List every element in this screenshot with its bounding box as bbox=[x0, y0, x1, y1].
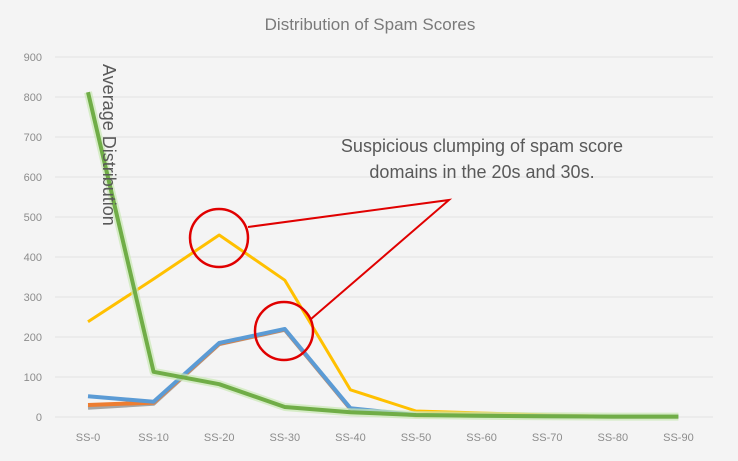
y-axis-ticks: 0 100 200 300 400 500 600 700 800 900 bbox=[24, 52, 42, 424]
callout-arrow-lines bbox=[247, 198, 453, 320]
x-tick-label: SS-70 bbox=[532, 432, 563, 444]
average-distribution-label: Average Distribution bbox=[99, 64, 119, 226]
highlight-circle-ss20 bbox=[188, 207, 250, 269]
highlight-callouts bbox=[188, 198, 453, 362]
x-tick-label: SS-30 bbox=[270, 432, 301, 444]
chart-title: Distribution of Spam Scores bbox=[265, 15, 476, 34]
highlight-circle-ss30 bbox=[253, 300, 315, 362]
series-line bbox=[87, 233, 679, 419]
x-tick-label: SS-20 bbox=[204, 432, 235, 444]
x-tick-label: SS-50 bbox=[401, 432, 432, 444]
y-tick-label: 300 bbox=[24, 292, 42, 304]
x-tick-label: SS-60 bbox=[466, 432, 497, 444]
y-tick-label: 700 bbox=[24, 132, 42, 144]
annotation-line-2: domains in the 20s and 30s. bbox=[369, 162, 594, 182]
x-tick-label: SS-80 bbox=[598, 432, 629, 444]
series-line bbox=[86, 91, 679, 419]
y-tick-label: 400 bbox=[24, 252, 42, 264]
y-tick-label: 500 bbox=[24, 212, 42, 224]
x-axis-ticks: SS-0 SS-10 SS-20 SS-30 SS-40 SS-50 SS-60 SS-70 S… bbox=[76, 432, 694, 444]
y-tick-label: 100 bbox=[24, 372, 42, 384]
x-tick-label: SS-40 bbox=[335, 432, 366, 444]
y-tick-label: 200 bbox=[24, 332, 42, 344]
x-tick-label: SS-90 bbox=[663, 432, 694, 444]
x-tick-label: SS-10 bbox=[138, 432, 169, 444]
y-tick-label: 0 bbox=[36, 412, 42, 424]
annotation-line-1: Suspicious clumping of spam score bbox=[341, 136, 623, 156]
y-tick-label: 900 bbox=[24, 52, 42, 64]
y-tick-label: 600 bbox=[24, 172, 42, 184]
series-lines bbox=[84, 91, 679, 421]
y-tick-label: 800 bbox=[24, 92, 42, 104]
x-tick-label: SS-0 bbox=[76, 432, 100, 444]
